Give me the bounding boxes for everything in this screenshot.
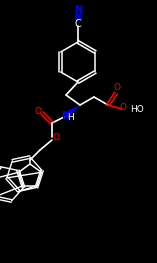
Text: O: O [35, 107, 41, 115]
Text: O: O [119, 104, 127, 113]
Polygon shape [64, 105, 80, 118]
Text: N: N [61, 111, 69, 121]
Text: N: N [74, 5, 82, 15]
Text: O: O [114, 83, 121, 93]
Text: HO: HO [130, 104, 144, 114]
Text: H: H [68, 113, 74, 122]
Text: O: O [52, 134, 60, 143]
Text: C: C [75, 19, 81, 29]
